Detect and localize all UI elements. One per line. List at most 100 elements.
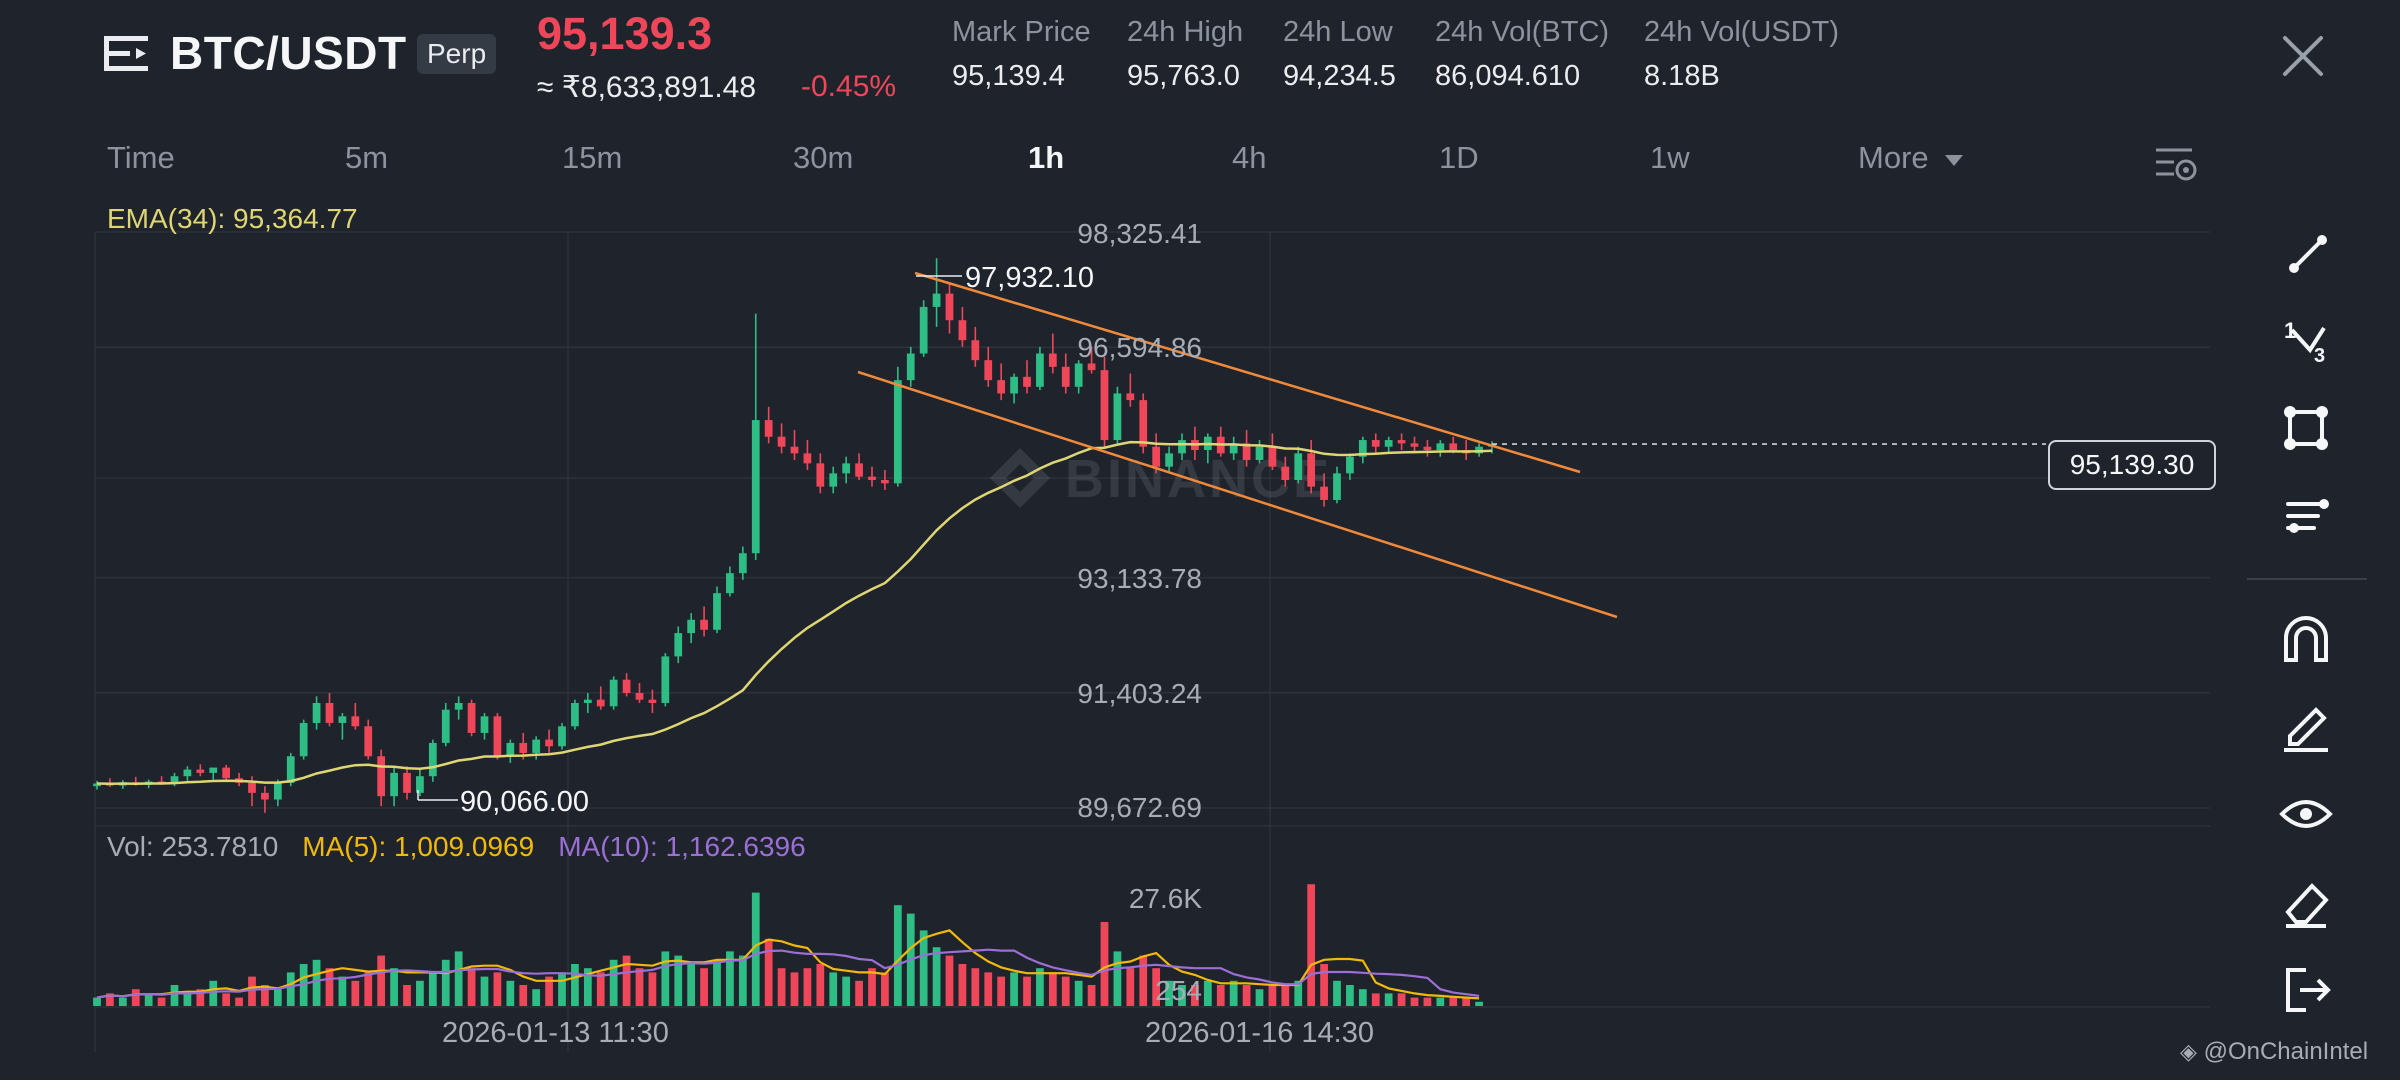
high-annotation-label: 97,932.10 [965, 262, 1094, 294]
low-annotation-label: 90,066.00 [460, 786, 589, 818]
visibility-tool-button[interactable] [2270, 778, 2342, 850]
volume-legend[interactable]: Vol: 253.7810 MA(5): 1,009.0969 MA(10): 1,… [107, 831, 830, 863]
volume-bar [1268, 985, 1277, 1006]
volume-bar [131, 989, 140, 1006]
magnet-tool-button[interactable] [2270, 604, 2342, 676]
volume-bar [441, 959, 450, 1006]
candle-body [519, 742, 528, 753]
volume-bar [984, 972, 993, 1006]
candle-body [506, 742, 515, 757]
candle-body [829, 473, 838, 487]
tab-time[interactable]: Time [107, 140, 175, 175]
volume-bar [1242, 985, 1251, 1006]
candle-body [997, 380, 1006, 394]
volume-bar [364, 972, 373, 1006]
candle-body [286, 756, 295, 783]
volume-bar [222, 993, 231, 1006]
candle-body [855, 463, 863, 477]
more-timeframes-dropdown[interactable]: More [1858, 140, 1965, 176]
price-axis-tick: 89,672.69 [1077, 792, 1202, 823]
price-axis-tick: 98,325.41 [1077, 218, 1202, 249]
volume-bar [377, 955, 386, 1006]
draw-tool-button[interactable] [2270, 690, 2342, 762]
candle-body [1436, 443, 1445, 451]
volume-bar [1410, 997, 1419, 1006]
chart-settings-button[interactable] [2152, 138, 2200, 186]
candle-body [1242, 443, 1251, 461]
eraser-tool-button[interactable] [2270, 866, 2342, 938]
low-24h-value: 94,234.5 [1283, 60, 1396, 92]
tab-4h[interactable]: 4h [1232, 140, 1267, 175]
candle-body [1307, 453, 1316, 487]
volume-bar [997, 976, 1006, 1006]
time-axis-tick: 2026-01-13 11:30 [442, 1017, 669, 1049]
tab-1d[interactable]: 1D [1439, 140, 1479, 175]
tab-1w[interactable]: 1w [1650, 140, 1690, 175]
shapes-tool-button[interactable] [2270, 392, 2342, 464]
volume-bar [1307, 884, 1316, 1006]
candle-body [687, 619, 696, 634]
close-icon [2283, 36, 2323, 76]
binance-watermark: BINANCE [990, 448, 1329, 509]
menu-button[interactable] [102, 30, 150, 78]
tab-15m[interactable]: 15m [562, 140, 623, 175]
time-axis-tick: 2026-01-16 14:30 [1145, 1017, 1374, 1049]
volume-bar [971, 968, 980, 1006]
tab-30m[interactable]: 30m [793, 140, 854, 175]
candle-body [248, 782, 256, 793]
volume-bar [1333, 980, 1341, 1006]
ema-legend[interactable]: EMA(34): 95,364.77 [107, 203, 358, 234]
volume-bar [1165, 980, 1173, 1006]
candle-body [545, 739, 553, 747]
candle-body [777, 436, 786, 447]
price-change-percent: -0.45% [801, 70, 897, 103]
tab-1h[interactable]: 1h [1028, 140, 1065, 175]
more-label: More [1858, 140, 1929, 175]
volume-bar [338, 976, 347, 1006]
candle-body [325, 703, 334, 723]
candle-body [661, 656, 670, 704]
contract-type-badge: Perp [417, 34, 497, 74]
candle-body [1397, 440, 1406, 444]
volume-bar [480, 976, 489, 1006]
vol-btc-value: 86,094.610 [1435, 60, 1581, 92]
candle-body [1410, 443, 1419, 447]
candle-body [751, 420, 760, 554]
volume-bar [273, 989, 282, 1006]
current-price-tag: 95,139.30 [2048, 440, 2216, 490]
volume-bar [532, 989, 541, 1006]
candle-body [1126, 393, 1135, 401]
volume-bar [842, 976, 851, 1006]
price-axis-tick: 93,133.78 [1077, 563, 1202, 594]
exit-tool-button[interactable] [2270, 954, 2342, 1026]
price-chart[interactable]: BINANCE 97,932.10 90,066.00 [0, 0, 2240, 1080]
volume-bar [1010, 972, 1018, 1006]
tab-5m[interactable]: 5m [345, 140, 389, 175]
candle-body [1087, 363, 1096, 371]
fibonacci-tool-button[interactable]: 1 3 [2270, 304, 2342, 376]
candle-body [428, 742, 437, 777]
volume-bar [1048, 972, 1057, 1006]
chart-grid [94, 231, 2210, 1052]
volume-bar [157, 997, 166, 1006]
candle-body [984, 360, 993, 381]
trading-pair[interactable]: BTC/USDT [170, 27, 407, 79]
indicators-tool-button[interactable] [2270, 480, 2342, 552]
volume-bar [661, 951, 670, 1006]
close-button[interactable] [2277, 30, 2329, 82]
volume-bar [1371, 993, 1380, 1006]
trendline-tool-button[interactable] [2254, 218, 2342, 290]
volume-bar [1436, 997, 1445, 1006]
high-24h-value: 95,763.0 [1127, 60, 1240, 92]
fiat-price: ≈ ₹8,633,891.48 [537, 71, 757, 104]
volume-axis-tick: 27.6K [1128, 883, 1202, 914]
volume-bar [596, 972, 605, 1006]
candle-body [1423, 446, 1432, 451]
candle-body [1320, 486, 1328, 500]
candle-body [441, 709, 450, 743]
high-annotation: 97,932.10 [916, 262, 1094, 294]
volume-bar [751, 892, 760, 1006]
candle-body [1036, 353, 1044, 387]
volume-bar [235, 997, 243, 1006]
candle-body [726, 573, 734, 594]
